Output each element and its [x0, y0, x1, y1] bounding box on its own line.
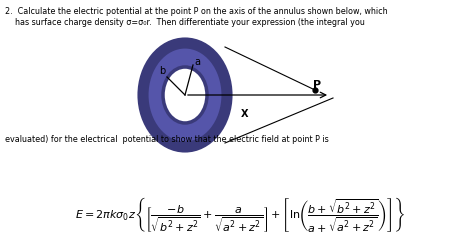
Text: $E = 2\pi k\sigma_0 z\left\{\left[\dfrac{-b}{\sqrt{b^2+z^2}}+\dfrac{a}{\sqrt{a^2: $E = 2\pi k\sigma_0 z\left\{\left[\dfrac…	[75, 195, 405, 233]
Text: X: X	[241, 109, 249, 119]
Ellipse shape	[143, 43, 227, 147]
Text: a: a	[194, 57, 200, 67]
Ellipse shape	[163, 67, 207, 123]
Text: P: P	[313, 80, 321, 90]
Text: has surface charge density σ=σ₀r.  Then differentiate your expression (the integ: has surface charge density σ=σ₀r. Then d…	[5, 18, 365, 27]
Text: 2.  Calculate the electric potential at the point P on the axis of the annulus s: 2. Calculate the electric potential at t…	[5, 7, 388, 16]
Text: b: b	[159, 66, 165, 76]
Text: evaluated) for the electrical  potential to show that the electric field at poin: evaluated) for the electrical potential …	[5, 135, 329, 144]
